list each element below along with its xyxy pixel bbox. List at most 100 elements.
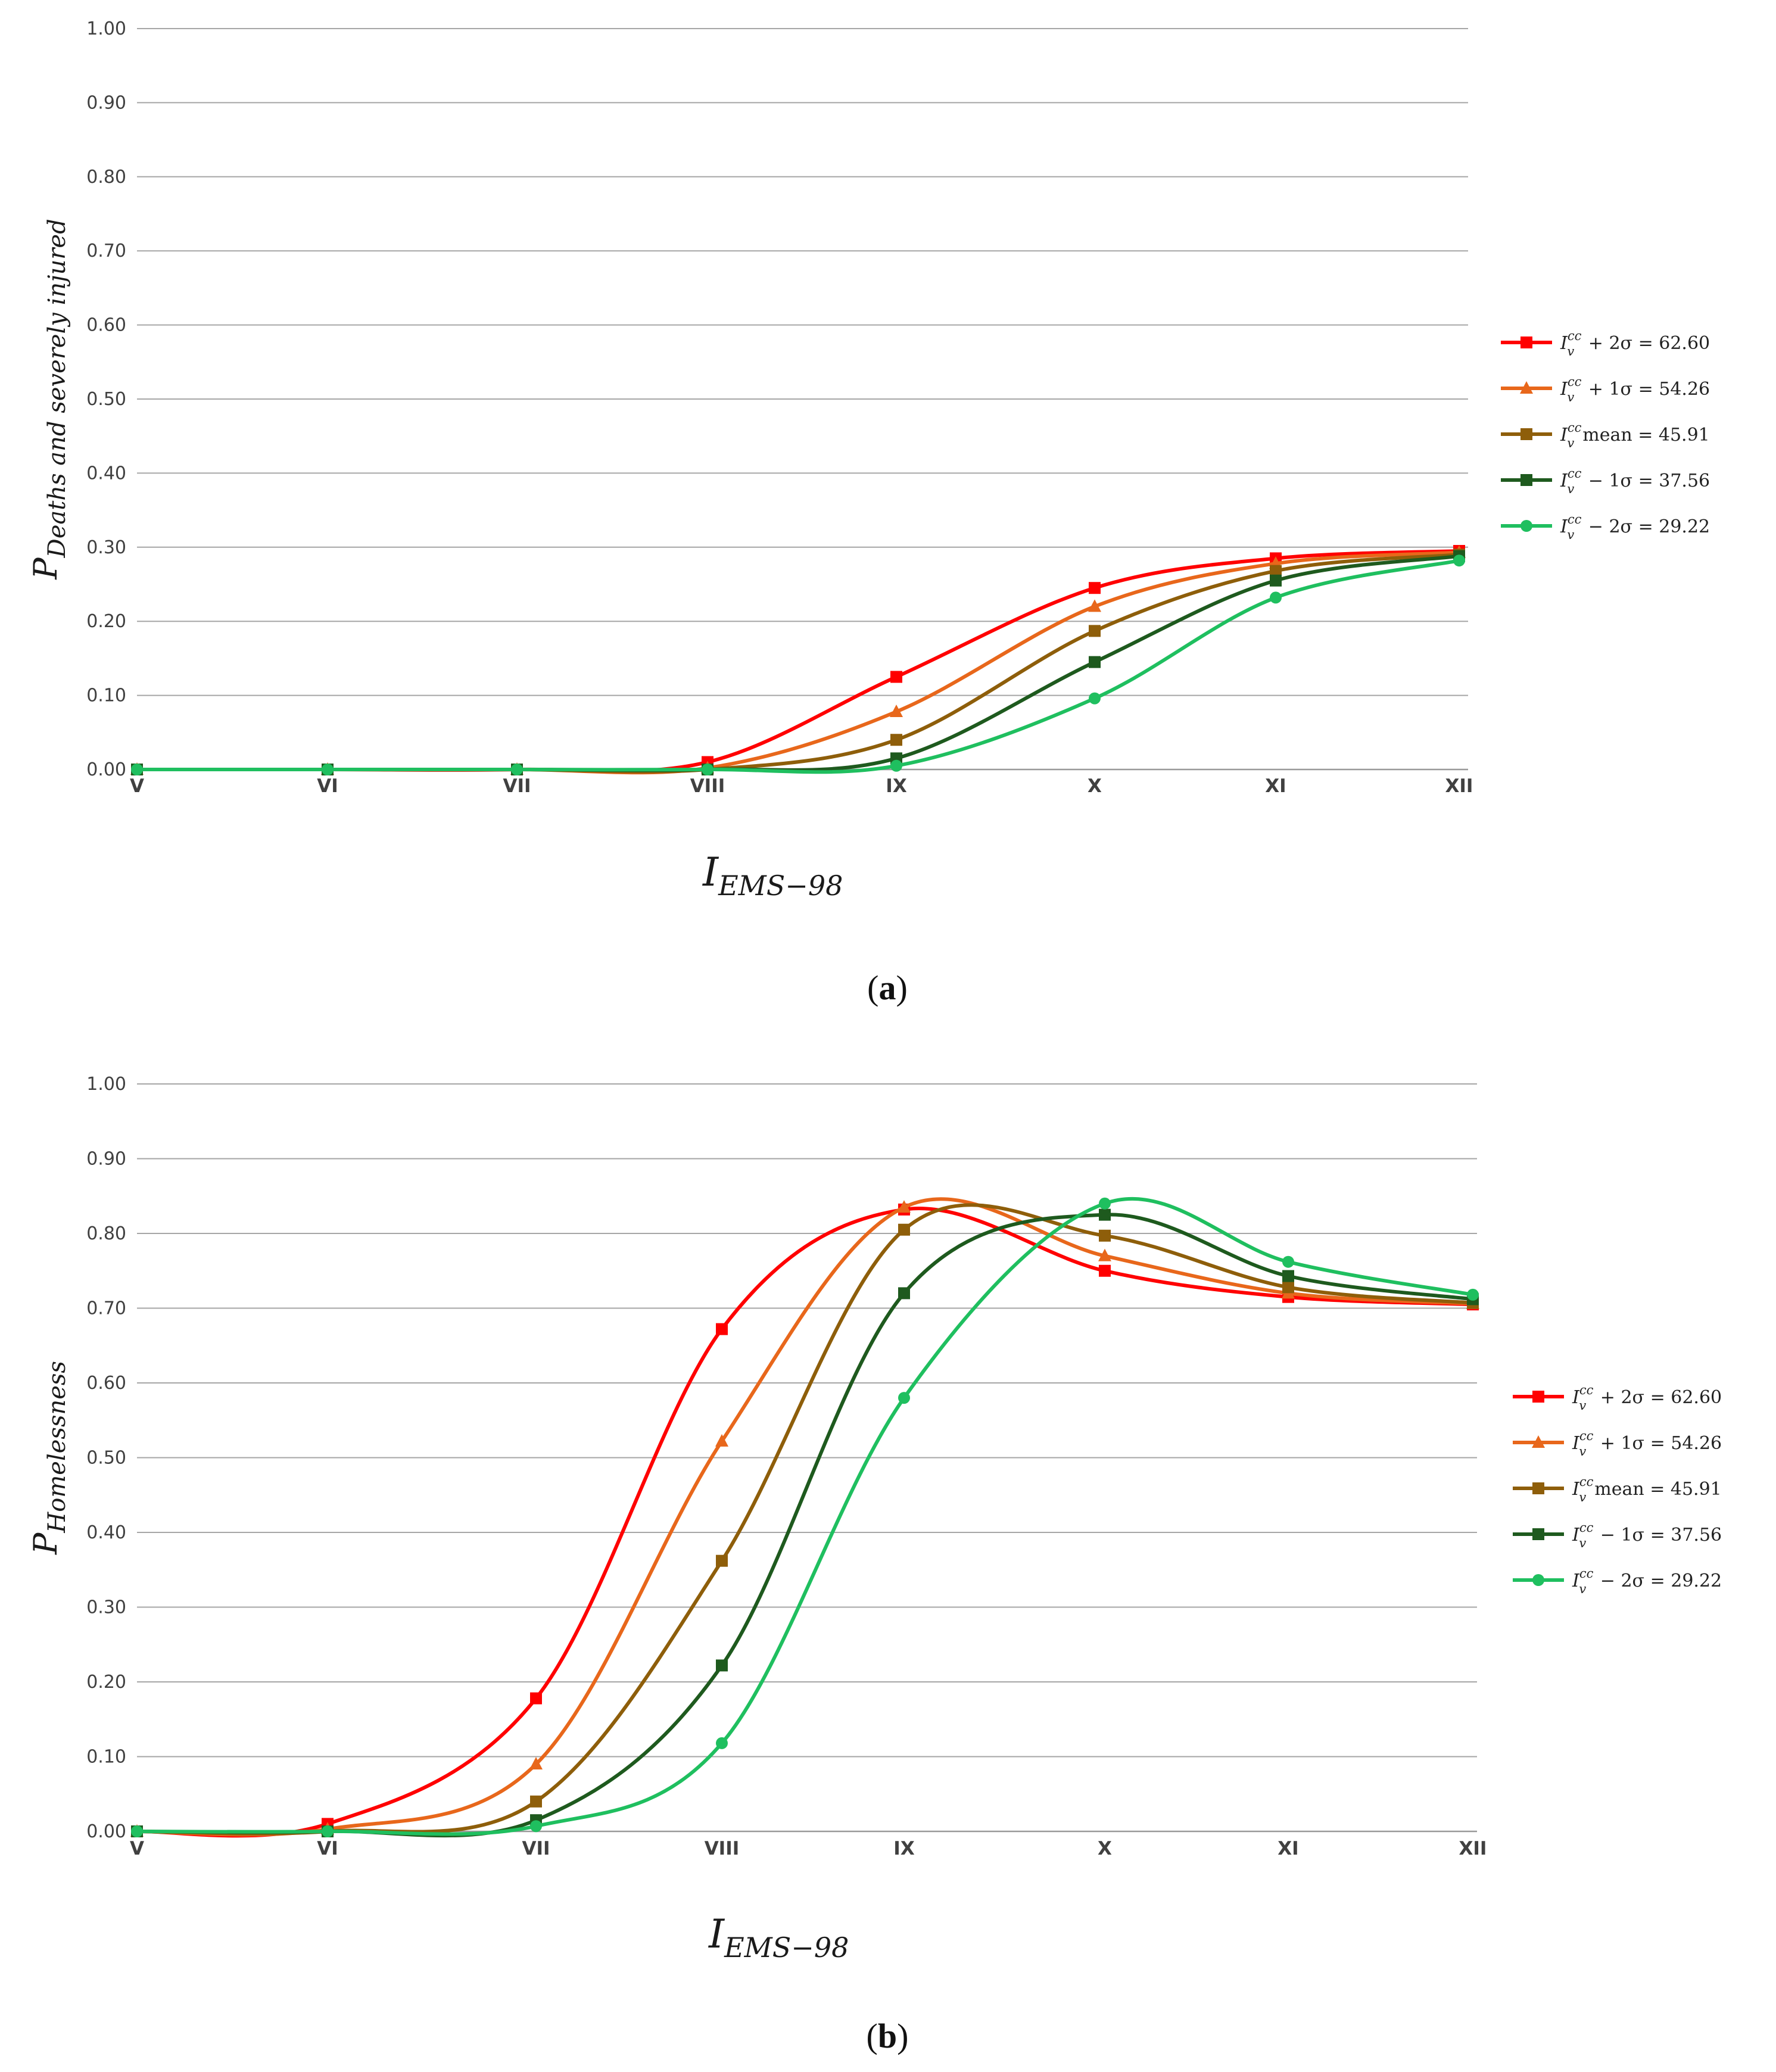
data-point	[1467, 1288, 1479, 1301]
legend-swatch-marker	[1520, 381, 1533, 394]
legend-swatch-marker	[1520, 520, 1532, 532]
y-tick-label: 0.00	[86, 759, 126, 780]
series-line	[135, 554, 1461, 772]
legend-label-symbol: I	[1560, 425, 1568, 445]
legend-label-subscript: v	[1567, 344, 1574, 359]
y-axis-title-subscript: Homelessness	[43, 1361, 71, 1534]
y-tick-label: 0.80	[86, 167, 126, 188]
legend-label-symbol: I	[1560, 333, 1568, 354]
data-point	[715, 1434, 728, 1447]
data-point	[898, 1223, 910, 1236]
y-tick-label: 0.90	[86, 92, 126, 113]
legend-item: Icc v mean = 45.91	[1513, 1475, 1722, 1504]
legend-item: Icc v mean = 45.91	[1501, 420, 1710, 450]
legend-label-superscript: cc	[1579, 1520, 1594, 1535]
legend-swatch-marker	[1520, 428, 1532, 440]
data-point	[890, 671, 902, 683]
legend-label-rest: + 1σ = 54.26	[1582, 379, 1710, 400]
legend-label: Icc v − 2σ = 29.22	[1572, 1566, 1722, 1596]
y-tick-label: 0.20	[86, 611, 126, 632]
legend-label-rest: + 2σ = 62.60	[1582, 333, 1710, 354]
data-point	[1099, 1264, 1111, 1277]
legend-label-superscript: cc	[1568, 329, 1582, 343]
x-tick-label: XII	[1459, 1838, 1487, 1859]
y-tick-label: 0.10	[86, 1747, 126, 1768]
data-point	[716, 1554, 728, 1567]
data-point	[530, 1795, 542, 1808]
data-point	[1282, 1255, 1294, 1268]
data-point	[1099, 1229, 1111, 1242]
y-tick-label: 0.60	[86, 315, 126, 336]
data-point	[131, 1825, 143, 1837]
series-line	[135, 1203, 1475, 1836]
data-point	[1270, 591, 1282, 604]
data-point	[530, 1820, 542, 1833]
legend-swatch-marker	[1532, 1435, 1545, 1448]
y-tick-label: 0.90	[86, 1149, 126, 1170]
x-axis-title-subscript: EMS−98	[724, 1931, 849, 1964]
data-point	[511, 764, 523, 775]
legend-label-subscript: v	[1579, 1444, 1586, 1459]
x-tick-label: VIII	[690, 775, 725, 797]
data-point	[1453, 554, 1465, 567]
legend-label-subscript: v	[1579, 1490, 1586, 1504]
legend-label: Icc v + 1σ = 54.26	[1560, 375, 1710, 404]
legend-item: Icc v + 1σ = 54.26	[1513, 1429, 1722, 1459]
legend-swatch-marker	[1532, 1528, 1544, 1540]
series-4	[131, 550, 1465, 775]
y-tick-label: 0.10	[86, 686, 126, 706]
legend-label: Icc v − 1σ = 37.56	[1560, 466, 1710, 496]
legend-label-subscript: v	[1567, 528, 1574, 542]
data-point	[529, 1757, 543, 1770]
x-tick-label: VI	[317, 1838, 338, 1859]
legend-label-subscript: v	[1579, 1398, 1586, 1413]
x-tick-label: X	[1098, 1838, 1112, 1859]
y-tick-label: 0.60	[86, 1373, 126, 1394]
y-tick-label: 0.50	[86, 1448, 126, 1469]
legend-label-symbol: I	[1560, 379, 1568, 400]
series-5	[131, 554, 1465, 775]
legend-label-superscript: cc	[1568, 420, 1582, 435]
caption-letter: b	[878, 2017, 897, 2055]
data-point	[890, 759, 902, 772]
series-3	[131, 1203, 1479, 1837]
legend-item: Icc v − 1σ = 37.56	[1513, 1520, 1722, 1550]
legend-label: Icc v + 2σ = 62.60	[1560, 329, 1710, 359]
caption-letter: a	[879, 968, 896, 1007]
legend-item: Icc v + 2σ = 62.60	[1513, 1383, 1722, 1413]
y-axis-title: PHomelessness	[27, 1361, 71, 1555]
x-tick-label: X	[1088, 775, 1102, 797]
x-tick-label: VIII	[705, 1838, 740, 1859]
x-axis-title: IEMS−98	[708, 1911, 849, 1964]
data-point	[1089, 656, 1101, 668]
y-tick-label: 0.30	[86, 1597, 126, 1618]
caption-close: )	[896, 968, 908, 1007]
series-2	[130, 545, 1466, 775]
legend-swatch-marker	[1520, 336, 1532, 348]
data-point	[898, 1392, 910, 1404]
series-line	[135, 1197, 1475, 1836]
legend-label-symbol: I	[1560, 471, 1568, 491]
legend-swatch-marker	[1532, 1574, 1544, 1586]
data-point	[1089, 625, 1101, 637]
data-point	[716, 1323, 728, 1335]
data-point	[131, 764, 143, 775]
legend-label-symbol: I	[1572, 1433, 1580, 1454]
legend-label-rest: + 2σ = 62.60	[1594, 1387, 1722, 1408]
y-tick-label: 0.80	[86, 1223, 126, 1244]
legend-label-superscript: cc	[1579, 1429, 1594, 1443]
data-point	[890, 734, 902, 746]
legend-label-superscript: cc	[1568, 375, 1582, 389]
y-axis-title-main: P	[27, 1532, 64, 1555]
legend-label-rest: mean = 45.91	[1594, 1479, 1722, 1500]
x-tick-label: IX	[886, 775, 907, 797]
legend-label: Icc v mean = 45.91	[1560, 420, 1710, 450]
legend-label-symbol: I	[1560, 516, 1568, 537]
legend-label: Icc v − 1σ = 37.56	[1572, 1520, 1722, 1550]
data-point	[1089, 692, 1101, 705]
series-line	[135, 1197, 1475, 1837]
series-1	[131, 545, 1465, 775]
legend-label-rest: − 2σ = 29.22	[1582, 516, 1710, 537]
